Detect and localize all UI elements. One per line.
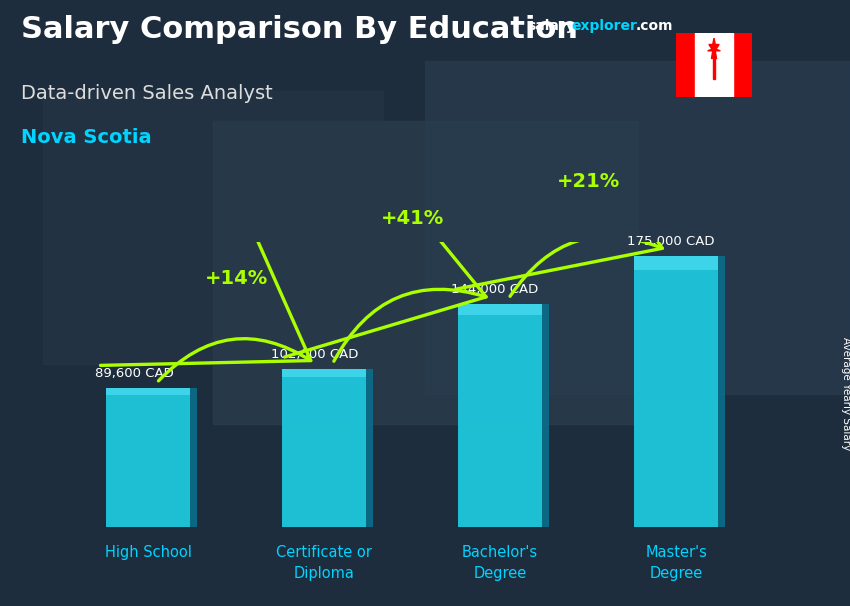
Text: salary: salary	[527, 19, 575, 33]
Text: +41%: +41%	[381, 209, 444, 228]
Text: Average Yearly Salary: Average Yearly Salary	[841, 338, 850, 450]
Text: .com: .com	[636, 19, 673, 33]
Text: Nova Scotia: Nova Scotia	[21, 128, 152, 147]
Bar	[106, 388, 190, 527]
FancyArrowPatch shape	[456, 73, 662, 296]
Text: Salary Comparison By Education: Salary Comparison By Education	[21, 15, 578, 44]
Text: Bachelor's
Degree: Bachelor's Degree	[462, 545, 538, 581]
Text: +14%: +14%	[205, 268, 268, 288]
Bar	[458, 304, 542, 315]
Text: 144,000 CAD: 144,000 CAD	[450, 283, 538, 296]
Bar	[282, 369, 366, 377]
Bar	[106, 388, 190, 395]
Bar	[713, 57, 715, 79]
Bar	[634, 256, 718, 270]
Bar	[42, 91, 382, 364]
Text: High School: High School	[105, 545, 191, 560]
Text: 89,600 CAD: 89,600 CAD	[95, 367, 174, 380]
Text: 102,000 CAD: 102,000 CAD	[271, 348, 359, 361]
Bar	[694, 33, 733, 97]
Bar	[458, 304, 542, 527]
Bar	[190, 388, 197, 527]
Bar	[634, 256, 718, 527]
Bar	[676, 33, 694, 97]
FancyArrowPatch shape	[285, 134, 486, 361]
Bar	[733, 33, 752, 97]
FancyArrowPatch shape	[100, 168, 311, 381]
Text: Certificate or
Diploma: Certificate or Diploma	[276, 545, 372, 581]
Bar	[541, 304, 549, 527]
Bar	[212, 121, 638, 424]
Text: Master's
Degree: Master's Degree	[645, 545, 707, 581]
Text: +21%: +21%	[557, 172, 620, 191]
Text: Data-driven Sales Analyst: Data-driven Sales Analyst	[21, 84, 273, 102]
Bar	[717, 256, 725, 527]
Bar	[366, 369, 373, 527]
Bar	[282, 369, 366, 527]
Bar	[425, 61, 850, 394]
Text: 175,000 CAD: 175,000 CAD	[626, 235, 714, 248]
Text: explorer: explorer	[571, 19, 638, 33]
Polygon shape	[707, 38, 720, 59]
